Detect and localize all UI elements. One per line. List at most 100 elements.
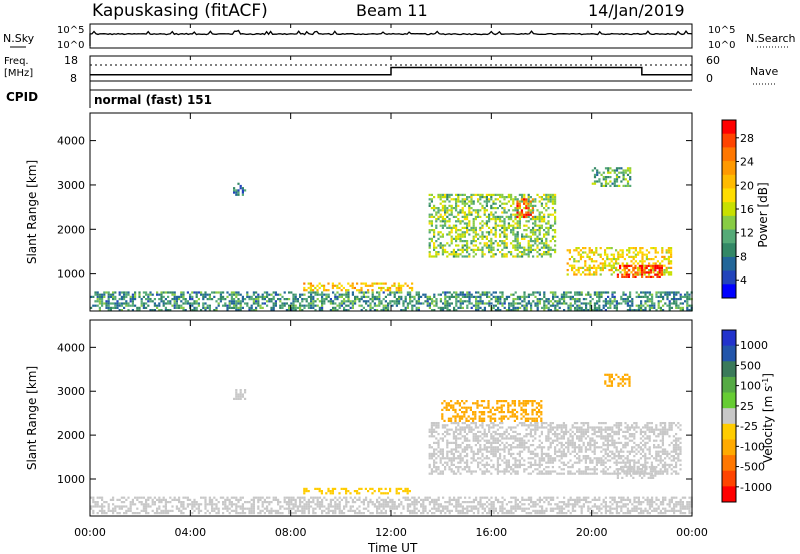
heatmap-cell <box>233 298 236 301</box>
heatmap-cell <box>547 215 550 218</box>
heatmap-cell <box>492 306 495 309</box>
heatmap-cell <box>569 496 572 499</box>
heatmap-cell <box>554 211 557 214</box>
heatmap-cell <box>688 309 691 312</box>
heatmap-cell <box>378 487 381 490</box>
heatmap-cell <box>459 461 462 464</box>
heatmap-cell <box>483 406 486 409</box>
heatmap-cell <box>169 291 172 294</box>
heatmap-cell <box>516 498 519 501</box>
heatmap-cell <box>435 507 438 510</box>
heatmap-cell <box>428 215 431 218</box>
heatmap-cell <box>527 196 530 199</box>
heatmap-cell <box>160 512 163 515</box>
heatmap-cell <box>547 198 550 201</box>
heatmap-cell <box>507 417 510 420</box>
heatmap-cell <box>619 253 622 256</box>
heatmap-cell <box>588 251 591 254</box>
heatmap-cell <box>112 291 115 294</box>
heatmap-cell <box>492 424 495 427</box>
heatmap-cell <box>472 419 475 422</box>
heatmap-cell <box>485 224 488 227</box>
heatmap-cell <box>145 512 148 515</box>
heatmap-cell <box>591 169 594 172</box>
heatmap-cell <box>347 300 350 303</box>
heatmap-cell <box>615 503 618 506</box>
heatmap-cell <box>486 501 489 504</box>
heatmap-cell <box>237 393 240 396</box>
heatmap-cell <box>479 457 482 460</box>
heatmap-cell <box>661 260 664 263</box>
heatmap-cell <box>569 291 572 294</box>
heatmap-cell <box>571 269 574 272</box>
heatmap-cell <box>463 413 466 416</box>
heatmap-cell <box>554 295 557 298</box>
heatmap-cell <box>474 193 477 196</box>
heatmap-cell <box>331 286 334 290</box>
heatmap-cell <box>523 448 526 451</box>
heatmap-cell <box>609 298 612 301</box>
heatmap-cell <box>193 306 196 309</box>
heatmap-cell <box>588 266 591 269</box>
heatmap-cell <box>303 293 306 296</box>
heatmap-cell <box>307 498 310 501</box>
heatmap-cell <box>202 298 205 301</box>
heatmap-cell <box>659 503 662 506</box>
heatmap-cell <box>455 220 458 223</box>
heatmap-cell <box>233 300 236 303</box>
heatmap-cell <box>437 472 440 475</box>
heatmap-cell <box>230 496 233 499</box>
heatmap-cell <box>536 509 539 512</box>
heatmap-cell <box>430 207 433 210</box>
heatmap-cell <box>577 247 580 250</box>
heatmap-cell <box>140 304 143 307</box>
heatmap-cell <box>593 182 597 185</box>
heatmap-cell <box>604 501 607 504</box>
heatmap-cell <box>480 400 483 403</box>
heatmap-cell <box>512 446 515 449</box>
heatmap-cell <box>543 291 546 294</box>
heatmap-cell <box>112 507 115 510</box>
heatmap-cell <box>503 198 506 201</box>
heatmap-cell <box>437 211 440 214</box>
heatmap-cell <box>303 289 306 292</box>
nave-tick-top: 60 <box>706 54 720 67</box>
heatmap-cell <box>516 202 519 205</box>
heatmap-cell <box>490 229 493 232</box>
heatmap-cell <box>532 457 535 460</box>
heatmap-cell <box>599 266 602 269</box>
heatmap-cell <box>334 503 337 506</box>
heatmap-cell <box>577 253 580 256</box>
heatmap-cell <box>521 457 524 460</box>
heatmap-cell <box>219 295 222 298</box>
heatmap-cell <box>648 300 651 303</box>
heatmap-cell <box>455 231 458 234</box>
heatmap-cell <box>455 309 458 312</box>
heatmap-cell <box>512 426 515 429</box>
heatmap-cell <box>626 249 629 252</box>
heatmap-cell <box>367 289 370 292</box>
heatmap-cell <box>547 496 550 499</box>
heatmap-cell <box>382 498 385 501</box>
heatmap-cell <box>642 509 645 512</box>
heatmap-cell <box>398 498 401 501</box>
heatmap-cell <box>536 235 539 238</box>
heatmap-cell <box>446 505 449 508</box>
heatmap-cell <box>303 505 306 508</box>
heatmap-cell <box>371 512 374 515</box>
heatmap-cell <box>640 503 643 506</box>
heatmap-cell <box>367 300 370 303</box>
heatmap-cell <box>474 417 477 420</box>
heatmap-cell <box>496 198 499 201</box>
heatmap-cell <box>156 498 159 501</box>
heatmap-cell <box>239 393 242 396</box>
heatmap-cell <box>428 452 431 455</box>
heatmap-cell <box>512 437 515 440</box>
heatmap-cell <box>479 298 482 301</box>
heatmap-cell <box>516 424 519 427</box>
heatmap-cell <box>98 298 101 301</box>
heatmap-cell <box>587 309 590 312</box>
heatmap-cell <box>233 302 236 305</box>
heatmap-cell <box>364 282 367 285</box>
heatmap-cell <box>540 400 543 403</box>
